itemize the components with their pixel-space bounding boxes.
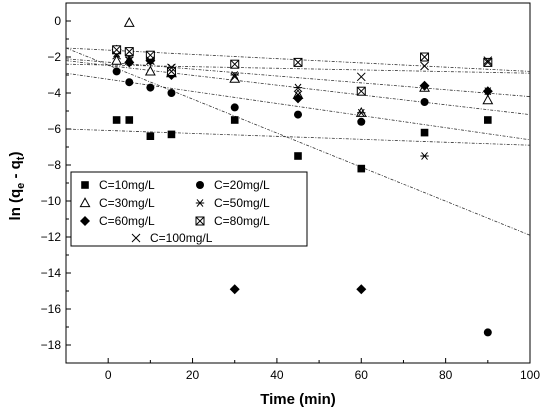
y-tick-label: −2 [47,50,61,64]
data-point [419,80,430,91]
data-point [144,65,156,76]
data-point [167,130,176,139]
legend-marker [196,181,204,189]
fit-line [66,58,530,97]
legend-marker [195,216,205,226]
data-point [146,132,155,140]
legend: C=10mg/L C=20mg/L C=30mg/L C=50mg/L C=60mg/L… [70,171,308,247]
data-point [420,128,429,137]
data-point [229,284,240,295]
y-title-sub-t: t [15,156,27,160]
data-point [420,152,429,160]
data-point [356,86,366,96]
legend-marker [131,233,141,243]
axes: 0 20 40 60 80 100 0 −2 −4 −6 −8 −10 −12 −14 −16 −18 [41,2,540,382]
data-point [230,59,240,69]
data-point [356,284,367,295]
data-point [482,86,493,97]
data-point [420,61,429,71]
data-point [124,47,134,57]
legend-label: C=30mg/L [99,196,155,210]
data-point [125,78,134,87]
data-point [420,98,429,106]
data-point [230,71,239,79]
fit-line [66,47,530,236]
data-point [420,52,430,62]
data-point [483,57,493,67]
legend-marker [81,181,89,189]
data-point [484,116,492,124]
data-point [125,116,134,124]
data-point [482,94,494,105]
y-tick-label: −8 [47,158,61,172]
fit-line [66,128,530,146]
data-point [166,66,176,76]
legend-label: C=100mg/L [150,231,213,245]
data-point [294,110,302,119]
y-tick-label: −4 [47,86,61,100]
legend-box [70,171,308,247]
legend-marker [80,216,90,226]
data-point [112,116,121,124]
y-tick-label: −10 [41,194,62,208]
y-tick-label: −12 [41,230,62,244]
data-point [357,117,366,126]
data-point [483,328,492,337]
data-point [293,57,303,67]
y-tick-label: −18 [41,338,62,352]
data-point [293,90,303,100]
fit-line [66,63,530,74]
data-point [294,152,302,160]
x-tick-label: 60 [355,368,369,382]
data-point [357,164,366,173]
y-title-main: ln (q [7,189,24,221]
data-point [356,72,366,82]
data-point [167,63,176,73]
data-point [123,16,135,27]
data-point [111,54,123,65]
legend-label: C=20mg/L [214,178,270,192]
x-axis-title: Time (min) [260,391,336,408]
legend-label: C=50mg/L [214,196,270,210]
data-point [146,56,155,65]
x-tick-label: 20 [186,368,200,382]
data-point [293,93,303,104]
fit-line [66,72,530,141]
data-point [357,108,366,117]
x-tick-label: 80 [439,368,453,382]
data-point [124,56,134,65]
data-point [146,83,155,92]
y-title-end: ) [7,152,24,157]
y-tick-label: −16 [41,302,62,316]
x-tick-label: 40 [270,368,284,382]
y-tick-label: 0 [54,14,61,28]
y-title-sub-e: e [15,183,27,189]
y-tick-label: −6 [47,122,61,136]
legend-label: C=10mg/L [99,178,155,192]
x-tick-label: 0 [105,368,112,382]
x-tick-label: 100 [520,368,540,382]
data-point [230,116,239,124]
data-points [111,16,494,337]
legend-marker [79,197,91,208]
data-point [167,89,176,97]
y-tick-label: −14 [41,266,62,280]
data-point [293,83,303,92]
y-title-mid: - q [7,160,24,183]
data-point [112,67,121,76]
legend-marker [195,199,205,207]
legend-label: C=80mg/L [214,214,270,228]
data-point [112,50,121,60]
y-axis-title: ln (qe - qt) [7,152,27,221]
data-point [124,57,135,68]
data-point [230,72,240,82]
data-point [230,103,239,112]
legend-label: C=60mg/L [99,214,155,228]
data-point [483,56,493,65]
